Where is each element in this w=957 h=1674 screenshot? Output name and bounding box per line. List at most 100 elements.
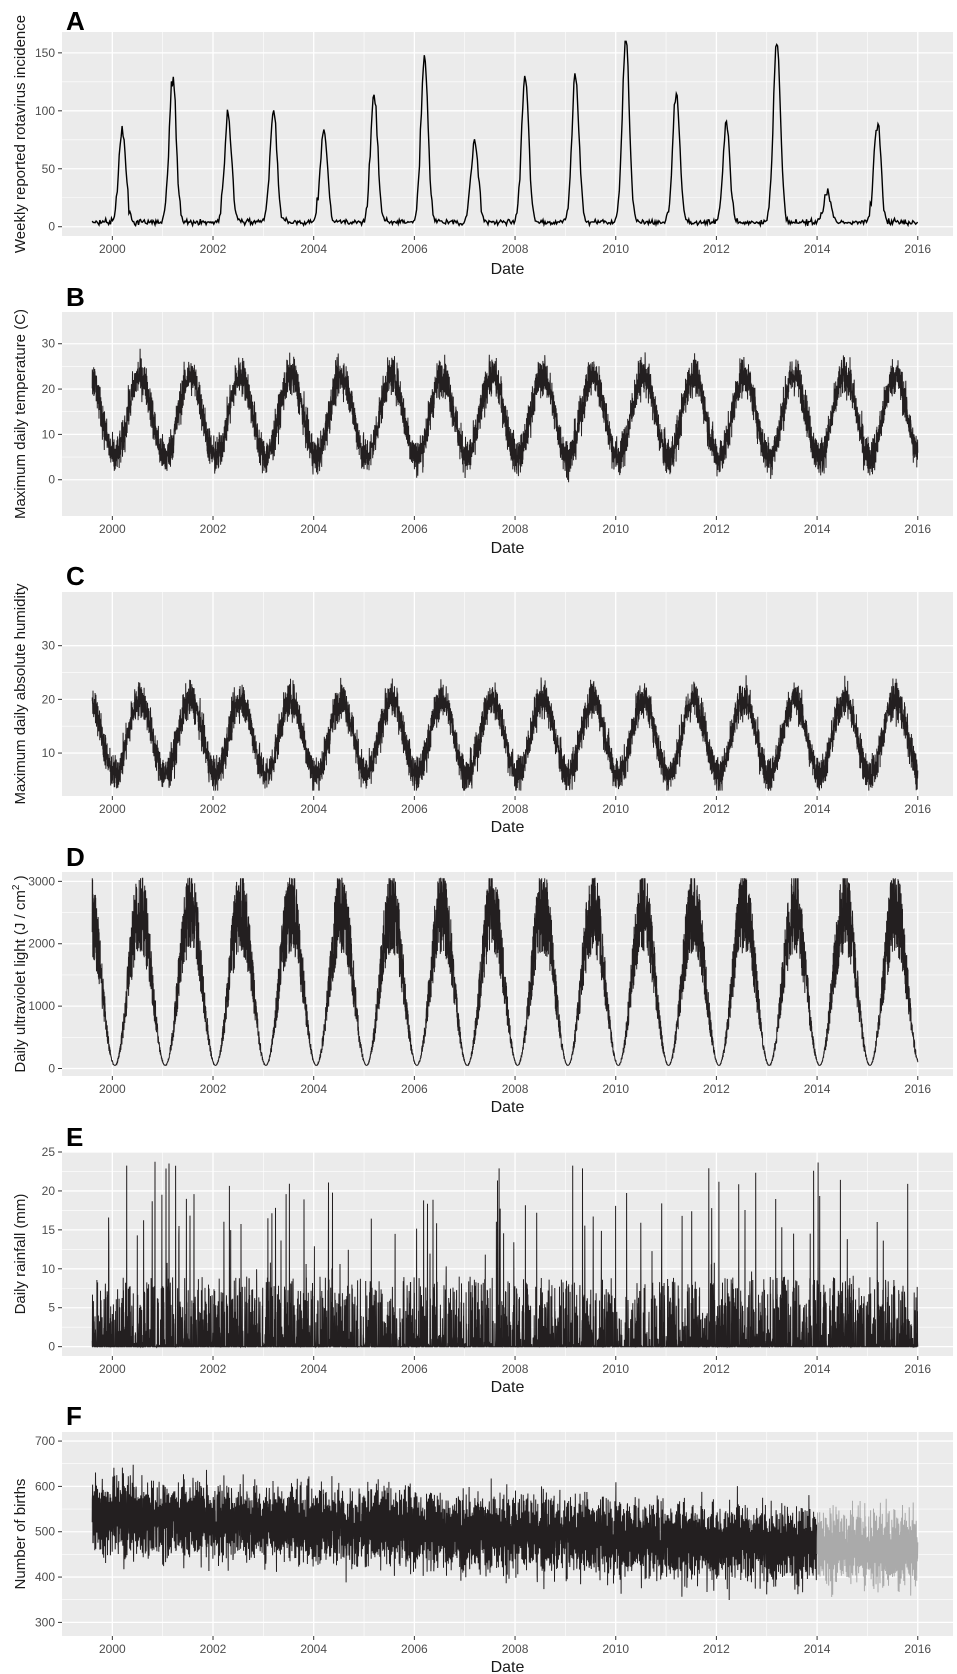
x-tick-label: 2002: [200, 1362, 227, 1376]
y-tick-label: 2000: [28, 937, 55, 951]
x-tick-label: 2014: [804, 1642, 831, 1656]
y-axis-title: Number of births: [12, 1479, 29, 1590]
x-tick-label: 2000: [99, 1082, 126, 1096]
x-tick-label: 2000: [99, 802, 126, 816]
panel-a: 2000 2002 2004 2006 2008 2010 2012 2014 2016 0 50 1…: [12, 6, 953, 278]
series-line: [91, 675, 919, 792]
series-line-projected: [816, 1498, 919, 1598]
x-tick-label: 2002: [200, 1642, 227, 1656]
series-line: [91, 40, 919, 228]
x-tick-label: 2010: [602, 242, 629, 256]
x-tick-label: 2010: [602, 522, 629, 536]
x-tick-label: 2016: [904, 1362, 931, 1376]
x-tick-label: 2000: [99, 242, 126, 256]
series-line: [91, 1464, 818, 1601]
y-tick-label: 10: [42, 1262, 56, 1276]
y-tick-label: 400: [35, 1570, 55, 1584]
x-tick-label: 2000: [99, 1362, 126, 1376]
x-tick-label: 2008: [502, 802, 529, 816]
x-tick-label: 2016: [904, 1082, 931, 1096]
panel-letter: D: [66, 842, 85, 872]
y-axis-title: Daily rainfall (mm): [12, 1194, 29, 1315]
x-tick-label: 2008: [502, 522, 529, 536]
y-tick-label: 30: [42, 337, 56, 351]
x-tick-label: 2016: [904, 1642, 931, 1656]
y-tick-label: 30: [42, 639, 56, 653]
x-axis-title: Date: [491, 819, 525, 836]
y-tick-label: 20: [42, 692, 56, 706]
y-tick-label: 10: [42, 427, 56, 441]
series-line: [91, 348, 919, 483]
x-tick-label: 2012: [703, 1082, 730, 1096]
y-tick-label: 1000: [28, 999, 55, 1013]
series-line: [91, 1161, 919, 1349]
panel-letter: E: [66, 1122, 83, 1152]
plot-background: [62, 32, 953, 236]
x-tick-label: 2010: [602, 1642, 629, 1656]
x-tick-label: 2012: [703, 802, 730, 816]
x-tick-label: 2006: [401, 802, 428, 816]
y-tick-label: 3000: [28, 874, 55, 888]
x-tick-label: 2004: [300, 1362, 327, 1376]
y-tick-label: 0: [48, 1340, 55, 1354]
panel-b: 2000 2002 2004 2006 2008 2010 2012 2014 2016 0 10 2…: [12, 282, 953, 557]
x-tick-label: 2004: [300, 802, 327, 816]
y-tick-label: 0: [48, 473, 55, 487]
x-tick-label: 2006: [401, 1362, 428, 1376]
y-tick-label: 20: [42, 382, 56, 396]
x-tick-label: 2012: [703, 522, 730, 536]
x-tick-label: 2002: [200, 242, 227, 256]
x-tick-label: 2000: [99, 522, 126, 536]
panel-d: 2000 2002 2004 2006 2008 2010 2012 2014 2016 0 100…: [11, 842, 953, 1116]
y-tick-label: 500: [35, 1525, 55, 1539]
x-tick-label: 2010: [602, 1362, 629, 1376]
y-tick-label: 600: [35, 1479, 55, 1493]
x-tick-label: 2014: [804, 522, 831, 536]
panel-letter: F: [66, 1401, 82, 1431]
x-tick-label: 2004: [300, 1082, 327, 1096]
y-axis-title: Daily ultraviolet light (J / cm2 ): [11, 875, 29, 1072]
y-tick-label: 100: [35, 104, 55, 118]
x-tick-label: 2016: [904, 522, 931, 536]
x-tick-label: 2012: [703, 1362, 730, 1376]
x-axis-title: Date: [491, 540, 525, 557]
x-tick-label: 2008: [502, 1642, 529, 1656]
x-tick-label: 2012: [703, 1642, 730, 1656]
y-tick-label: 15: [42, 1223, 56, 1237]
series-line: [91, 877, 919, 1067]
x-tick-label: 2008: [502, 1362, 529, 1376]
y-tick-label: 50: [42, 162, 56, 176]
x-tick-label: 2004: [300, 242, 327, 256]
x-tick-label: 2006: [401, 1642, 428, 1656]
y-tick-label: 700: [35, 1434, 55, 1448]
panel-f: 2000 2002 2004 2006 2008 2010 2012 2014 2016 300 4…: [12, 1401, 953, 1674]
x-tick-label: 2010: [602, 802, 629, 816]
x-tick-label: 2006: [401, 1082, 428, 1096]
y-tick-label: 20: [42, 1184, 56, 1198]
y-tick-label: 5: [48, 1301, 55, 1315]
x-tick-label: 2014: [804, 1082, 831, 1096]
x-tick-label: 2014: [804, 242, 831, 256]
x-axis-title: Date: [491, 261, 525, 278]
x-axis-title: Date: [491, 1659, 525, 1674]
x-tick-label: 2004: [300, 1642, 327, 1656]
x-tick-label: 2004: [300, 522, 327, 536]
y-tick-label: 25: [42, 1145, 56, 1159]
panel-letter: C: [66, 561, 85, 591]
panel-e: 2000 2002 2004 2006 2008 2010 2012 2014 2016 0 5 10…: [12, 1122, 953, 1396]
x-tick-label: 2002: [200, 1082, 227, 1096]
y-tick-label: 150: [35, 46, 55, 60]
y-tick-label: 300: [35, 1615, 55, 1629]
y-axis-title: Maximum daily absolute humidity: [12, 583, 29, 804]
y-tick-label: 0: [48, 1062, 55, 1076]
panel-c: 2000 2002 2004 2006 2008 2010 2012 2014 2016 10 20…: [12, 561, 953, 836]
x-tick-label: 2002: [200, 522, 227, 536]
y-tick-label: 0: [48, 220, 55, 234]
y-axis-title: Maximum daily temperature (C): [12, 309, 29, 519]
x-tick-label: 2016: [904, 242, 931, 256]
y-axis-title: Weekly reported rotavirus incidence: [12, 15, 29, 253]
panel-letter: A: [66, 6, 85, 36]
x-axis-title: Date: [491, 1379, 525, 1396]
x-tick-label: 2014: [804, 1362, 831, 1376]
